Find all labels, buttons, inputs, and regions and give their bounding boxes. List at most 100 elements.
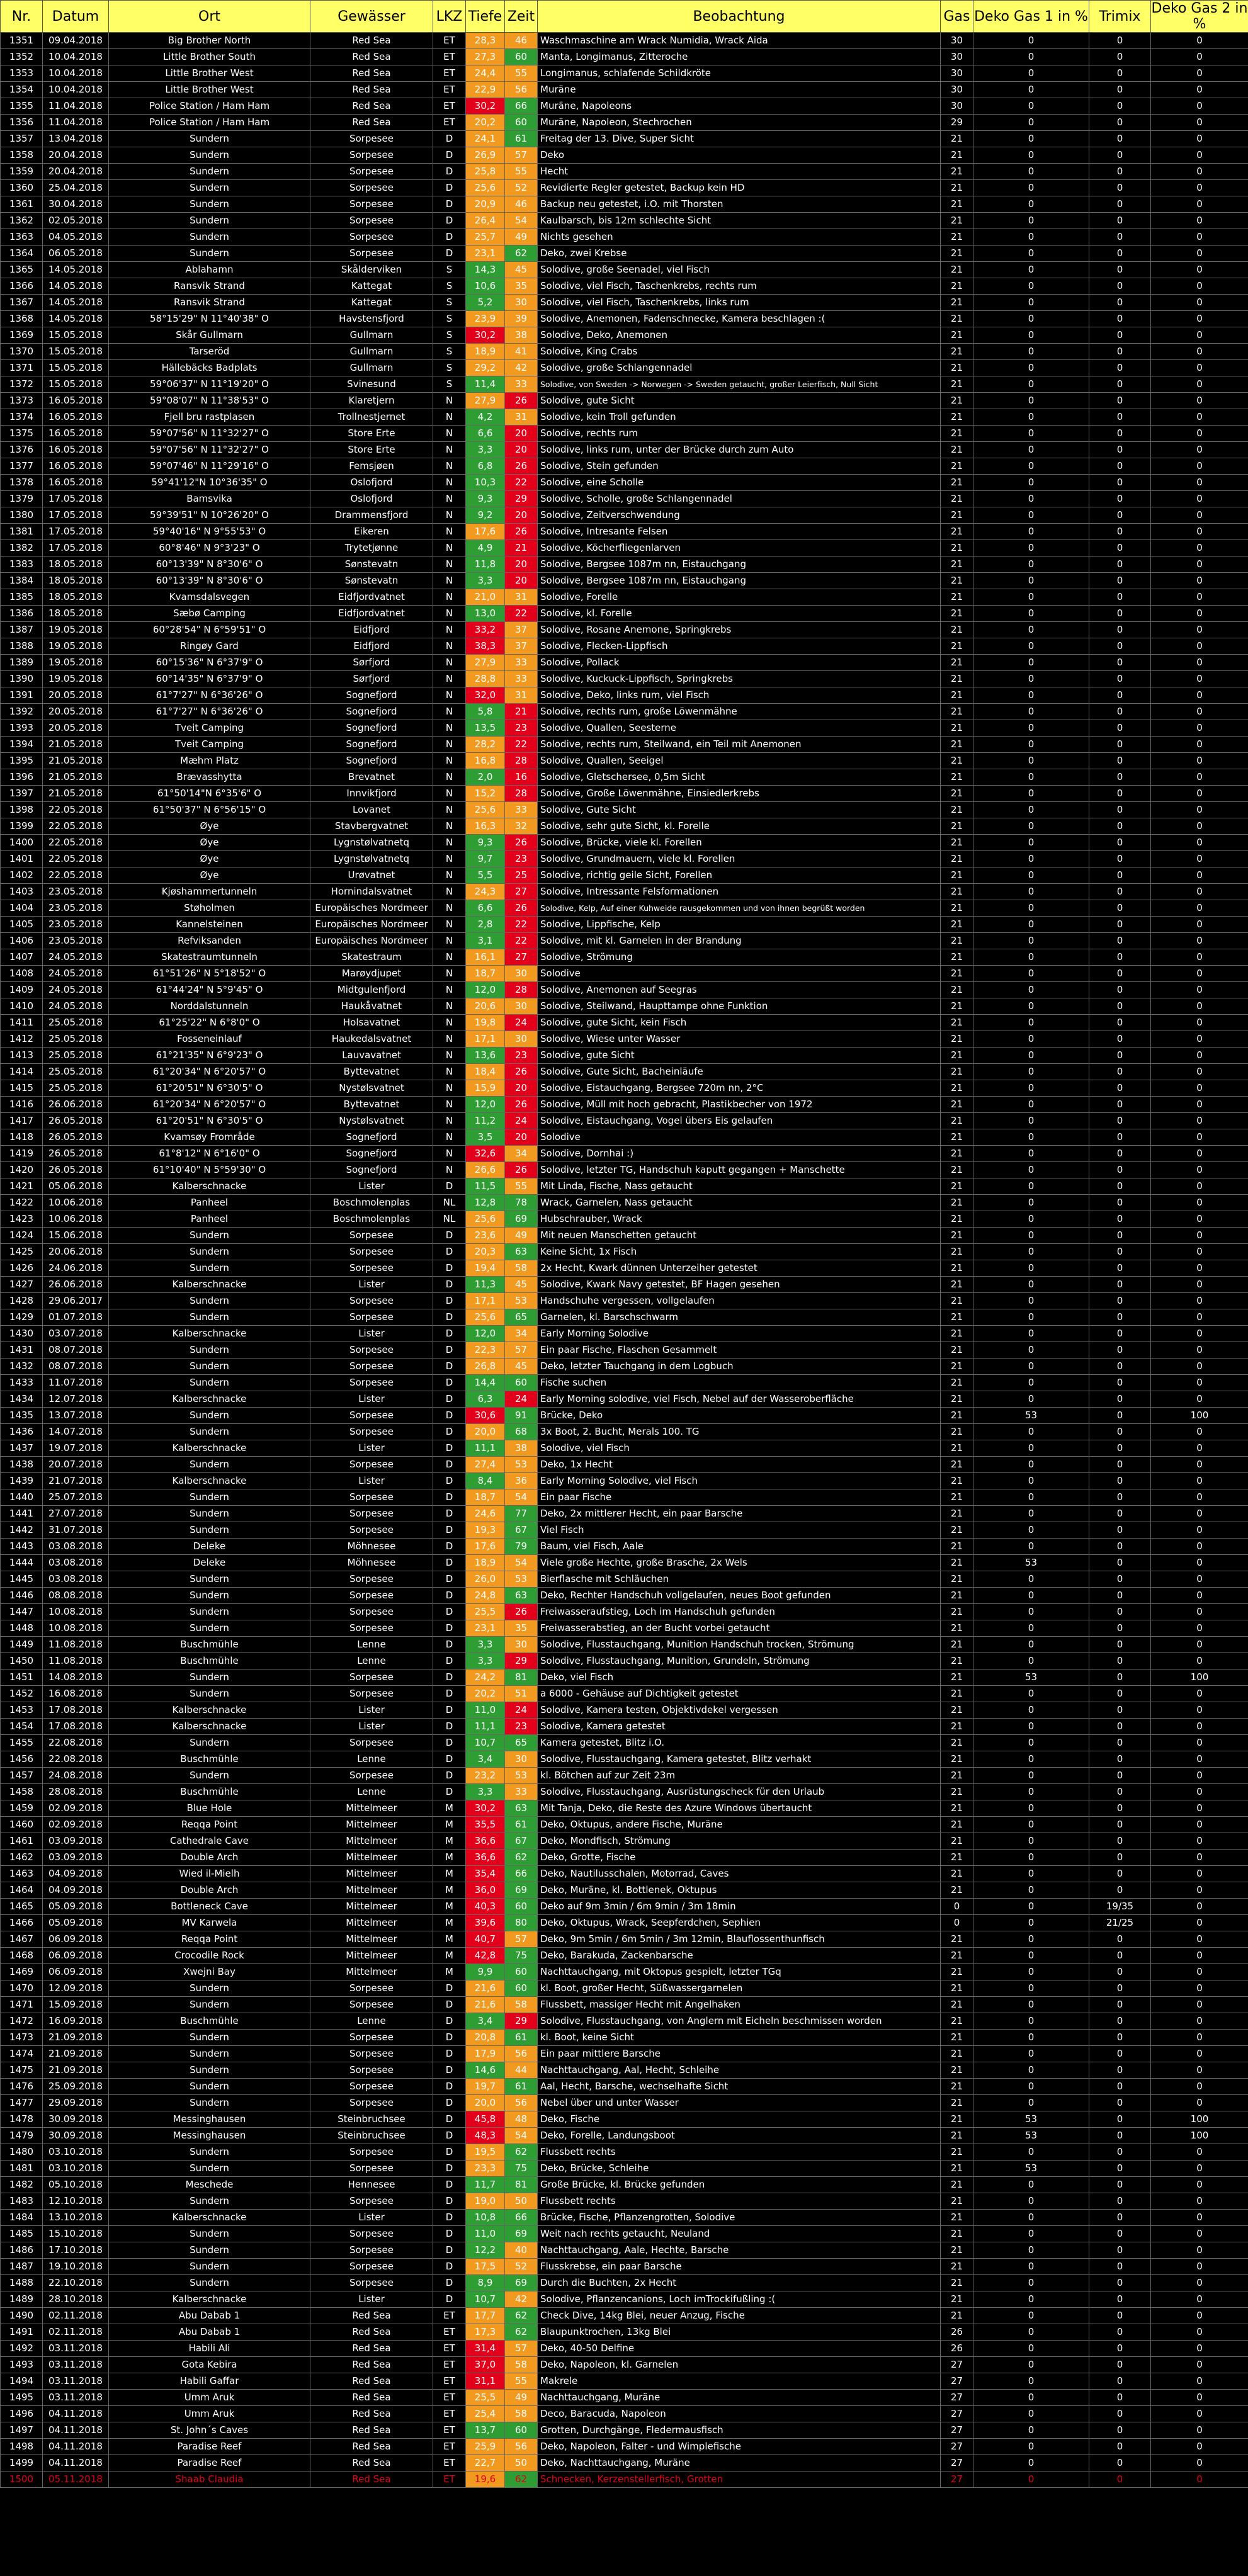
cell-col-beobachtung: Nachttauchgang, Aal, Hecht, Schleihe [537, 2062, 941, 2079]
cell-col-deko1: 0 [973, 98, 1089, 115]
cell-col-deko2: 0 [1150, 1325, 1248, 1342]
cell-col-deko2: 0 [1150, 818, 1248, 835]
cell-col-zeit: 54 [504, 1554, 538, 1571]
cell-col-beobachtung: Revidierte Regler getestet, Backup kein … [537, 179, 941, 196]
cell-col-trimix: 0 [1089, 900, 1151, 917]
cell-col-tiefe: 25,5 [465, 1603, 505, 1620]
cell-col-tiefe: 9,9 [465, 1963, 505, 1980]
cell-col-deko1: 0 [973, 850, 1089, 867]
cell-col-beobachtung: Deko, Oktupus, Wrack, Seepferdchen, Seph… [537, 1914, 941, 1931]
cell-col-gas: 21 [940, 1227, 973, 1244]
cell-col-tiefe: 30,2 [465, 327, 505, 344]
table-row: 1432 08.07.2018 Sundern Sorpesee D 26,8 45 Deko… [0, 1358, 1248, 1375]
cell-col-ort: Norddalstunneln [108, 998, 310, 1015]
cell-col-zeit: 46 [504, 32, 538, 49]
cell-col-datum: 21.09.2018 [42, 2062, 109, 2079]
cell-col-ort: Paradise Reef [108, 2455, 310, 2471]
cell-col-zeit: 50 [504, 2455, 538, 2471]
cell-col-beobachtung: Solodive, Intresante Felsen [537, 523, 941, 540]
cell-col-datum: 21.05.2018 [42, 769, 109, 786]
cell-col-deko1: 0 [973, 2193, 1089, 2210]
cell-col-deko1: 0 [973, 1456, 1089, 1473]
table-row: 1500 05.11.2018 Shaab Claudia Red Sea ET 19,6… [0, 2471, 1248, 2488]
cell-col-nr: 1392 [0, 703, 43, 720]
cell-col-lkz: D [433, 2160, 466, 2177]
cell-col-ort: Sundern [108, 2144, 310, 2161]
cell-col-gas: 21 [940, 1702, 973, 1719]
cell-col-datum: 11.08.2018 [42, 1652, 109, 1669]
cell-col-lkz: N [433, 752, 466, 769]
cell-col-ort: Kalberschnacke [108, 2291, 310, 2308]
cell-col-beobachtung: Solodive, Strömung [537, 949, 941, 966]
cell-col-ort: Sundern [108, 1996, 310, 2013]
cell-col-trimix: 0 [1089, 2209, 1151, 2226]
cell-col-tiefe: 29,2 [465, 359, 505, 376]
cell-col-gewaesser: Sorpesee [310, 1996, 433, 2013]
cell-col-nr: 1457 [0, 1767, 43, 1784]
cell-col-lkz: M [433, 1947, 466, 1964]
cell-col-deko2: 0 [1150, 1816, 1248, 1833]
cell-col-ort: 59°07'46" N 11°29'16" O [108, 458, 310, 475]
cell-col-trimix: 0 [1089, 1472, 1151, 1489]
cell-col-nr: 1465 [0, 1898, 43, 1915]
cell-col-gas: 30 [940, 81, 973, 98]
cell-col-gas: 21 [940, 1767, 973, 1784]
cell-col-beobachtung: Freitag der 13. Dive, Super Sicht [537, 130, 941, 147]
cell-col-gewaesser: Trollnestjernet [310, 409, 433, 426]
cell-col-tiefe: 17,5 [465, 2258, 505, 2275]
cell-col-tiefe: 12,8 [465, 1194, 505, 1211]
cell-col-gas: 21 [940, 2274, 973, 2291]
table-row: 1496 04.11.2018 Umm Aruk Red Sea ET 25,4 58 Dec… [0, 2405, 1248, 2422]
cell-col-trimix: 0 [1089, 1522, 1151, 1539]
cell-col-deko1: 0 [973, 605, 1089, 622]
cell-col-trimix: 0 [1089, 1063, 1151, 1080]
cell-col-zeit: 53 [504, 1456, 538, 1473]
cell-col-tiefe: 21,6 [465, 1980, 505, 1997]
cell-col-trimix: 0 [1089, 1718, 1151, 1735]
cell-col-nr: 1417 [0, 1112, 43, 1129]
cell-col-tiefe: 27,4 [465, 1456, 505, 1473]
table-row: 1412 25.05.2018 Fosseneinlauf Haukedalsvatn… [0, 1031, 1248, 1048]
cell-col-datum: 05.09.2018 [42, 1898, 109, 1915]
table-row: 1471 15.09.2018 Sundern Sorpesee D 21,6 58 Flus… [0, 1996, 1248, 2013]
cell-col-deko1: 0 [973, 441, 1089, 458]
cell-col-datum: 23.05.2018 [42, 900, 109, 917]
cell-col-beobachtung: Backup neu getestet, i.O. mit Thorsten [537, 196, 941, 213]
cell-col-nr: 1423 [0, 1211, 43, 1228]
cell-col-ort: Habili Ali [108, 2340, 310, 2357]
cell-col-tiefe: 23,2 [465, 1767, 505, 1784]
cell-col-ort: Kjøshammertunneln [108, 883, 310, 900]
table-row: 1364 06.05.2018 Sundern Sorpesee D 23,1 62 Deko… [0, 245, 1248, 262]
cell-col-deko1: 0 [973, 818, 1089, 835]
cell-col-gas: 21 [940, 1472, 973, 1489]
cell-col-deko2: 0 [1150, 409, 1248, 426]
cell-col-nr: 1444 [0, 1554, 43, 1571]
cell-col-nr: 1447 [0, 1603, 43, 1620]
cell-col-ort: Sundern [108, 2062, 310, 2079]
cell-col-gas: 26 [940, 2324, 973, 2341]
cell-col-lkz: D [433, 1587, 466, 1604]
cell-col-deko1: 0 [973, 916, 1089, 933]
table-row: 1372 15.05.2018 59°06'37" N 11°19'20" O Svi… [0, 376, 1248, 393]
cell-col-deko1: 0 [973, 2405, 1089, 2422]
cell-col-ort: Little Brother West [108, 81, 310, 98]
cell-col-nr: 1425 [0, 1243, 43, 1260]
cell-col-ort: Police Station / Ham Ham [108, 98, 310, 115]
cell-col-deko2: 0 [1150, 1800, 1248, 1817]
cell-col-deko1: 0 [973, 2176, 1089, 2193]
cell-col-lkz: D [433, 2242, 466, 2259]
cell-col-lkz: D [433, 1260, 466, 1277]
cell-col-gewaesser: Sorpesee [310, 1374, 433, 1391]
table-row: 1434 12.07.2018 Kalberschnacke Lister D 6,3 24… [0, 1391, 1248, 1408]
cell-col-lkz: D [433, 1243, 466, 1260]
cell-col-deko2: 100 [1150, 2111, 1248, 2128]
cell-col-lkz: D [433, 147, 466, 164]
cell-col-gas: 21 [940, 261, 973, 278]
cell-col-deko2: 0 [1150, 1374, 1248, 1391]
cell-col-ort: Sundern [108, 2258, 310, 2275]
cell-col-tiefe: 2,0 [465, 769, 505, 786]
cell-col-deko2: 0 [1150, 2373, 1248, 2390]
cell-col-nr: 1469 [0, 1963, 43, 1980]
cell-col-beobachtung: Deko, Muräne, kl. Bottlenek, Oktupus [537, 1882, 941, 1899]
cell-col-deko1: 0 [973, 1767, 1089, 1784]
